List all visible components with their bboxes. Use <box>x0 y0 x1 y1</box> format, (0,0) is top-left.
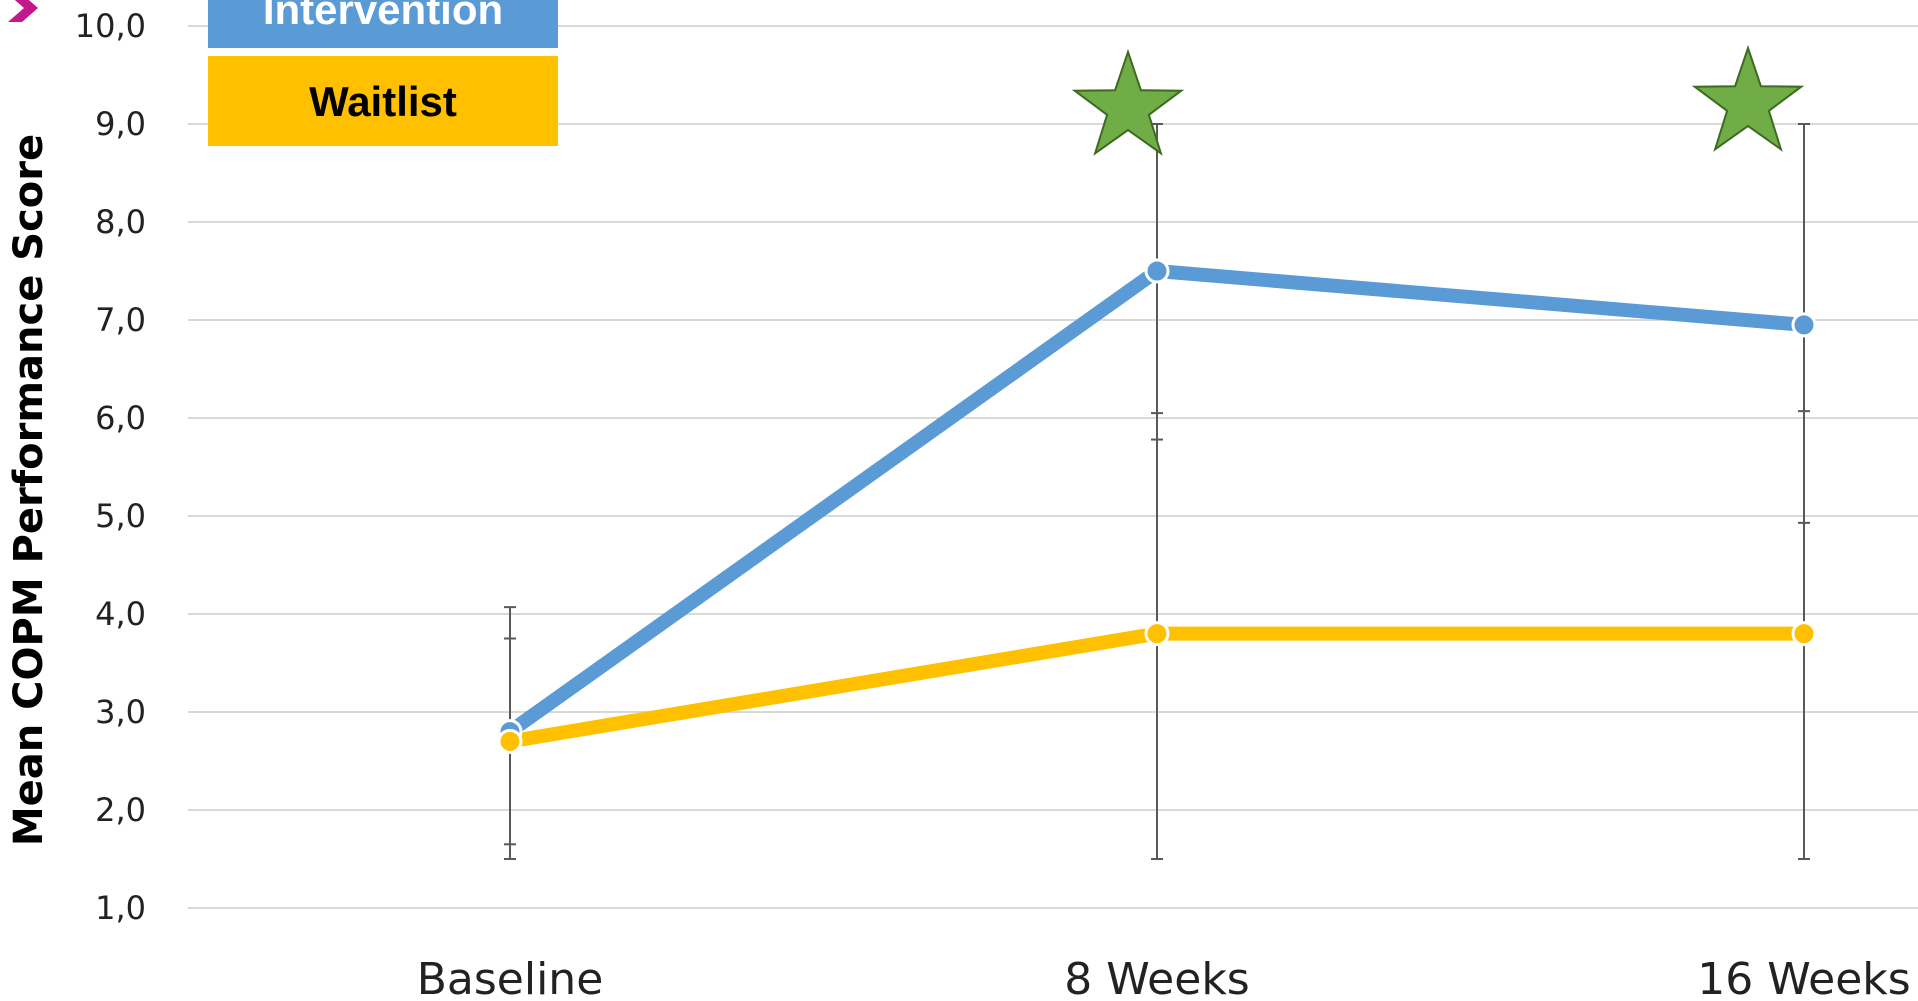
data-point <box>1144 258 1170 284</box>
y-tick-label: 4,0 <box>95 595 146 633</box>
y-axis-label: Mean COPM Performance Score <box>6 134 52 846</box>
x-tick-label: 16 Weeks <box>1697 954 1910 1001</box>
y-tick-label: 7,0 <box>95 301 146 339</box>
y-tick-label: 2,0 <box>95 791 146 829</box>
gridlines <box>188 25 1918 909</box>
error-bars <box>504 123 1810 860</box>
data-point <box>1791 312 1817 338</box>
y-tick-label: 5,0 <box>95 497 146 535</box>
y-tick-label: 9,0 <box>95 105 146 143</box>
significance-star-icon <box>1071 48 1185 156</box>
x-tick-label: 8 Weeks <box>1064 954 1249 1001</box>
y-tick-label: 3,0 <box>95 693 146 731</box>
legend-swatch <box>208 56 558 146</box>
y-tick-label: 1,0 <box>95 889 146 927</box>
legend-label: Intervention <box>263 0 503 33</box>
logo-mark <box>8 0 38 22</box>
y-tick-label: 8,0 <box>95 203 146 241</box>
significance-star-icon <box>1691 44 1805 152</box>
data-point <box>1144 621 1170 647</box>
legend-swatch <box>208 0 558 48</box>
y-tick-label: 10,0 <box>75 7 146 45</box>
legend: Intervention Waitlist <box>208 0 558 146</box>
y-axis-ticks: 1,0 2,0 3,0 4,0 5,0 6,0 7,0 8,0 9,0 10,0 <box>75 7 146 927</box>
series-points <box>497 258 1817 754</box>
data-point <box>497 728 523 754</box>
x-tick-label: Baseline <box>417 954 604 1001</box>
data-point <box>1791 621 1817 647</box>
x-axis-ticks: Baseline 8 Weeks 16 Weeks <box>417 954 1911 1001</box>
significance-markers <box>1071 44 1805 156</box>
legend-label: Waitlist <box>309 78 457 125</box>
y-tick-label: 6,0 <box>95 399 146 437</box>
